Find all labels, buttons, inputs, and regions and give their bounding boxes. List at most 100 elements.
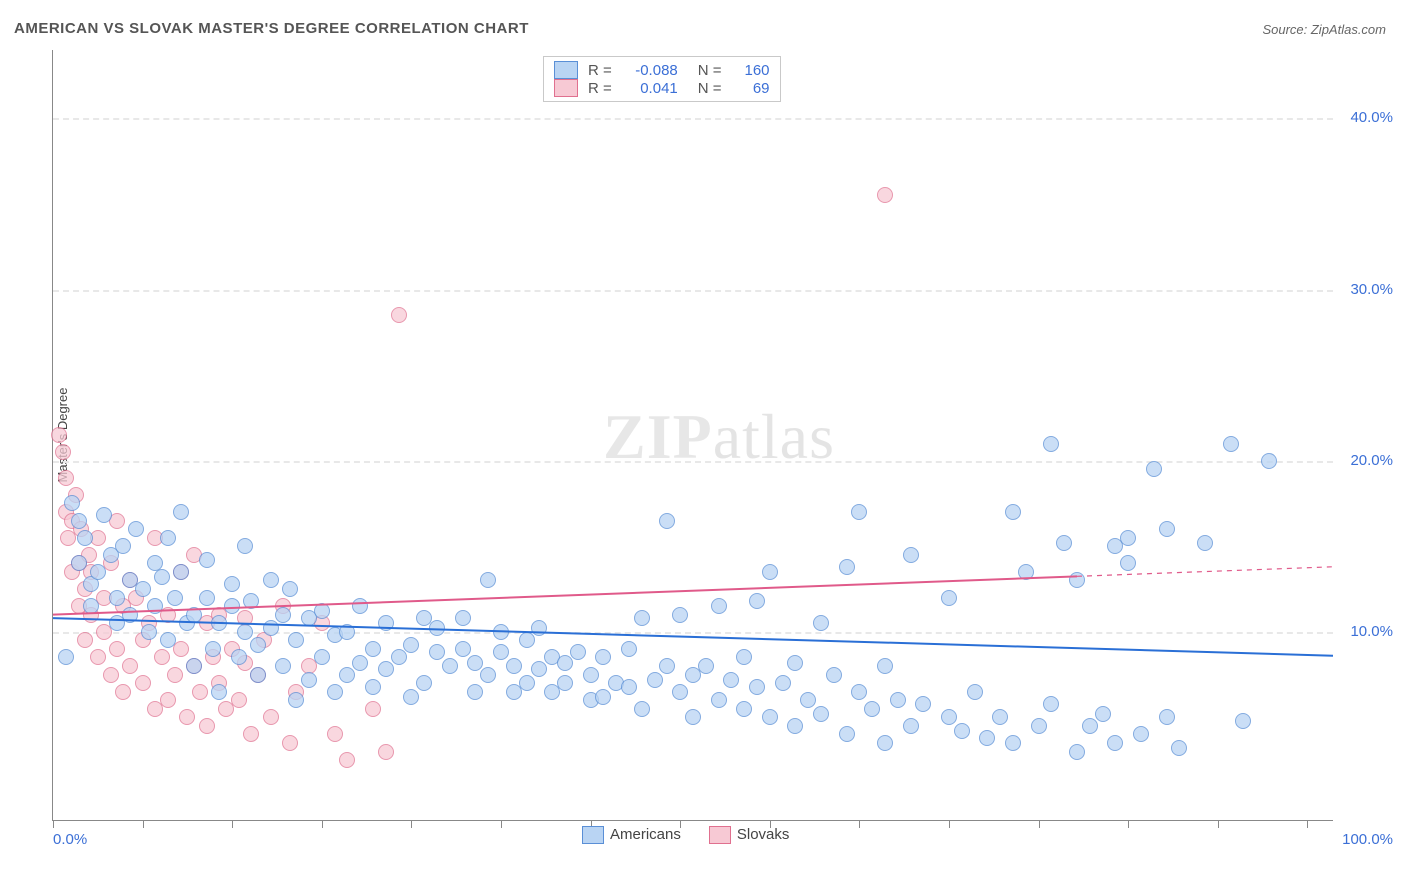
data-point-blue xyxy=(339,667,355,683)
x-axis-min-label: 0.0% xyxy=(53,831,87,848)
x-tick xyxy=(1128,820,1129,828)
data-point-pink xyxy=(160,607,176,623)
data-point-pink xyxy=(231,692,247,708)
data-point-pink xyxy=(109,641,125,657)
grid-line xyxy=(53,118,1333,120)
x-tick xyxy=(411,820,412,828)
data-point-blue xyxy=(327,684,343,700)
data-point-blue xyxy=(199,590,215,606)
data-point-blue xyxy=(954,723,970,739)
data-point-blue xyxy=(71,513,87,529)
legend-r-value-blue: -0.088 xyxy=(626,62,678,79)
data-point-blue xyxy=(467,684,483,700)
data-point-pink xyxy=(103,667,119,683)
data-point-blue xyxy=(135,581,151,597)
data-point-blue xyxy=(1146,461,1162,477)
chart-title: AMERICAN VS SLOVAK MASTER'S DEGREE CORRE… xyxy=(14,20,529,37)
data-point-blue xyxy=(583,667,599,683)
data-point-pink xyxy=(199,718,215,734)
data-point-blue xyxy=(736,649,752,665)
grid-line xyxy=(53,290,1333,292)
data-point-pink xyxy=(179,709,195,725)
data-point-pink xyxy=(378,744,394,760)
data-point-blue xyxy=(115,538,131,554)
data-point-blue xyxy=(186,658,202,674)
data-point-blue xyxy=(352,655,368,671)
watermark: ZIPatlas xyxy=(603,400,835,474)
data-point-blue xyxy=(1056,535,1072,551)
data-point-blue xyxy=(672,607,688,623)
legend-label-pink: Slovaks xyxy=(737,826,790,843)
data-point-blue xyxy=(237,538,253,554)
data-point-blue xyxy=(455,641,471,657)
data-point-blue xyxy=(672,684,688,700)
data-point-blue xyxy=(109,590,125,606)
data-point-blue xyxy=(787,655,803,671)
legend-item-pink: Slovaks xyxy=(709,826,790,844)
legend-r-label: R = xyxy=(588,80,612,97)
legend-n-value-pink: 69 xyxy=(736,80,770,97)
data-point-blue xyxy=(378,661,394,677)
data-point-pink xyxy=(167,667,183,683)
data-point-blue xyxy=(749,679,765,695)
x-tick xyxy=(143,820,144,828)
data-point-blue xyxy=(480,667,496,683)
data-point-blue xyxy=(1069,572,1085,588)
series-legend: AmericansSlovaks xyxy=(582,826,789,844)
data-point-pink xyxy=(391,307,407,323)
data-point-pink xyxy=(154,649,170,665)
data-point-blue xyxy=(1120,530,1136,546)
data-point-blue xyxy=(58,649,74,665)
y-tick-label: 10.0% xyxy=(1350,623,1393,640)
data-point-pink xyxy=(122,658,138,674)
data-point-pink xyxy=(339,752,355,768)
data-point-blue xyxy=(122,607,138,623)
data-point-blue xyxy=(762,564,778,580)
data-point-blue xyxy=(1031,718,1047,734)
scatter-plot: Master's Degree 10.0%20.0%30.0%40.0% 0.0… xyxy=(52,50,1333,821)
data-point-blue xyxy=(391,649,407,665)
data-point-blue xyxy=(301,672,317,688)
data-point-blue xyxy=(1159,709,1175,725)
data-point-blue xyxy=(595,689,611,705)
data-point-blue xyxy=(128,521,144,537)
data-point-blue xyxy=(839,559,855,575)
data-point-blue xyxy=(224,598,240,614)
grid-line xyxy=(53,461,1333,463)
data-point-pink xyxy=(263,709,279,725)
data-point-blue xyxy=(250,667,266,683)
data-point-blue xyxy=(890,692,906,708)
data-point-pink xyxy=(90,649,106,665)
data-point-blue xyxy=(1005,735,1021,751)
legend-n-label: N = xyxy=(698,80,722,97)
data-point-blue xyxy=(352,598,368,614)
y-tick-label: 30.0% xyxy=(1350,281,1393,298)
data-point-pink xyxy=(135,675,151,691)
legend-r-label: R = xyxy=(588,62,612,79)
data-point-blue xyxy=(1261,453,1277,469)
data-point-blue xyxy=(864,701,880,717)
data-point-blue xyxy=(941,709,957,725)
data-point-blue xyxy=(403,689,419,705)
data-point-blue xyxy=(314,603,330,619)
data-point-blue xyxy=(493,644,509,660)
data-point-blue xyxy=(531,620,547,636)
data-point-blue xyxy=(455,610,471,626)
legend-swatch-blue xyxy=(554,61,578,79)
data-point-blue xyxy=(173,564,189,580)
data-point-blue xyxy=(167,590,183,606)
legend-r-value-pink: 0.041 xyxy=(626,80,678,97)
data-point-blue xyxy=(224,576,240,592)
legend-swatch-pink-bottom xyxy=(709,826,731,844)
data-point-blue xyxy=(243,593,259,609)
data-point-blue xyxy=(237,624,253,640)
data-point-pink xyxy=(160,692,176,708)
data-point-blue xyxy=(992,709,1008,725)
data-point-blue xyxy=(173,504,189,520)
data-point-blue xyxy=(1043,436,1059,452)
data-point-pink xyxy=(173,641,189,657)
data-point-blue xyxy=(141,624,157,640)
data-point-blue xyxy=(1120,555,1136,571)
data-point-blue xyxy=(442,658,458,674)
data-point-blue xyxy=(800,692,816,708)
